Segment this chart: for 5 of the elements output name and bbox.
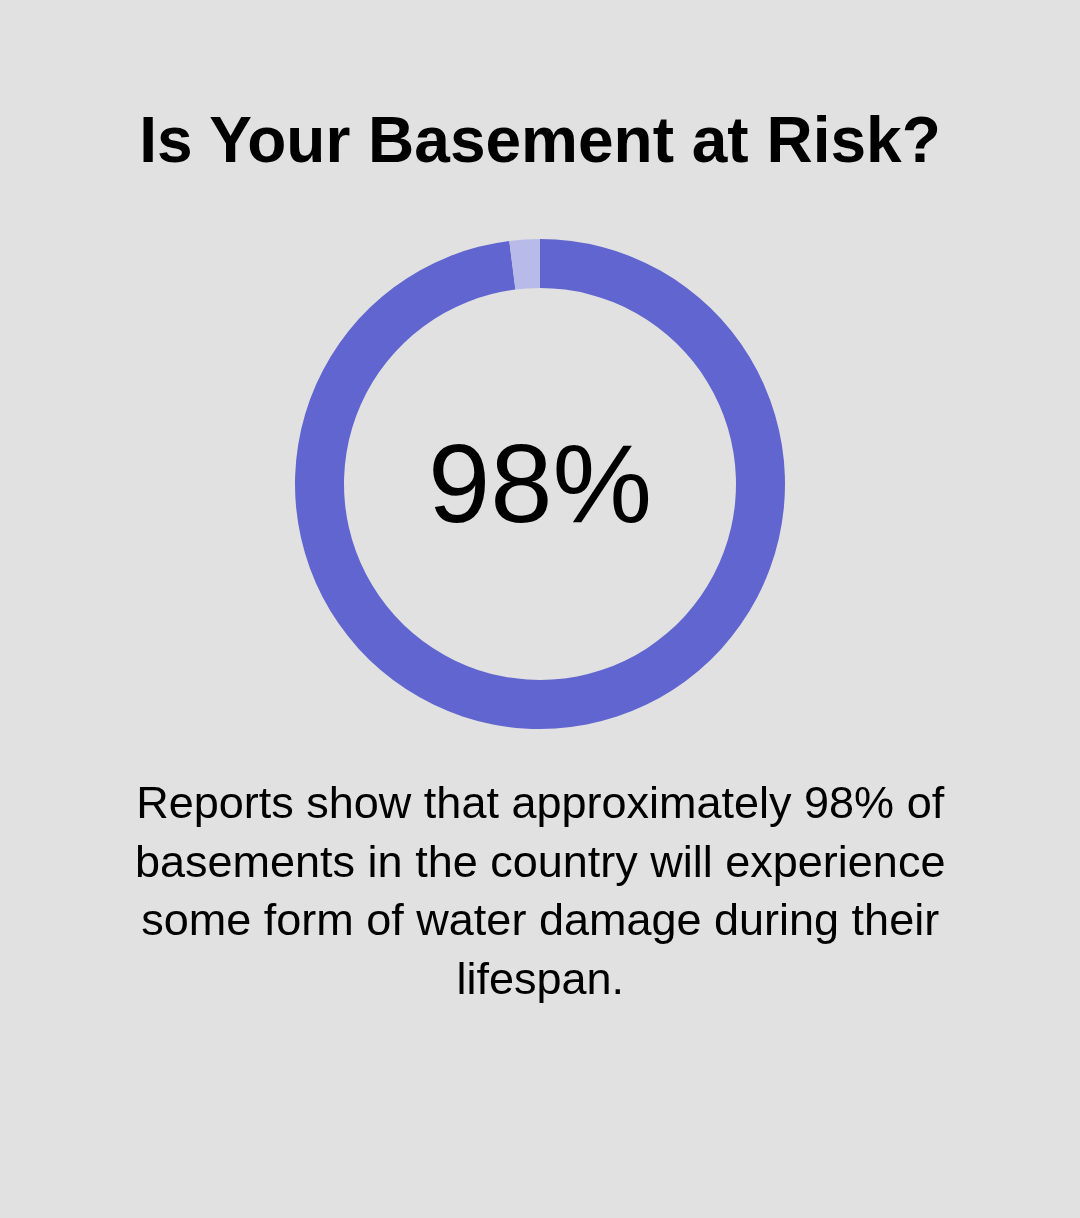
chart-title: Is Your Basement at Risk? — [139, 104, 941, 177]
text: Reports show that approximately 98% of basements in the country will experience some form of water damage during their lifespan. — [135, 777, 946, 1004]
text: 98% — [428, 421, 653, 546]
donut-slice — [295, 239, 785, 729]
donut-slice — [509, 239, 540, 290]
